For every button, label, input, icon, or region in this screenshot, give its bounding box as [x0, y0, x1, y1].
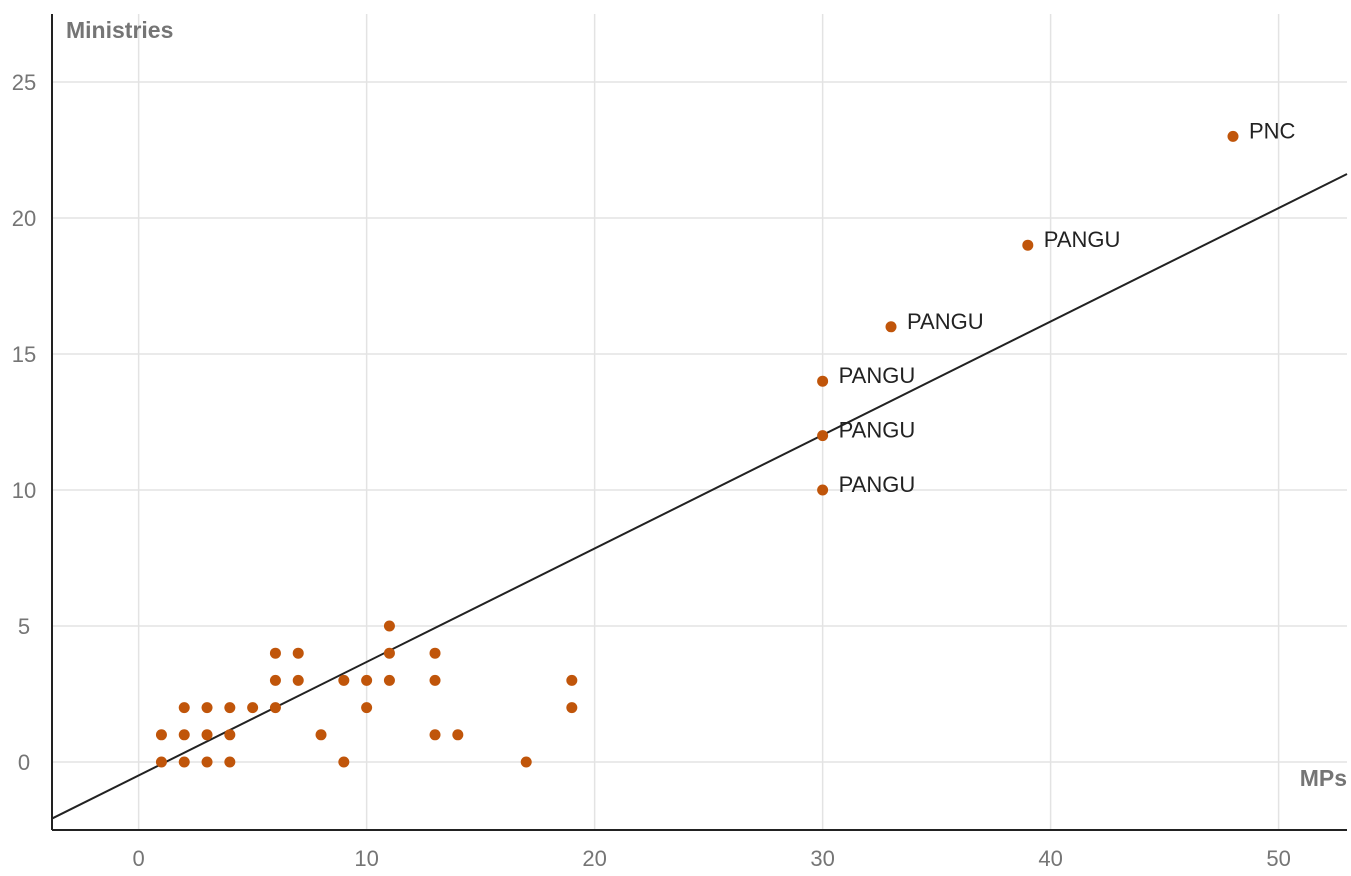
- data-point: [566, 702, 578, 714]
- data-point: [269, 674, 281, 686]
- data-point: [155, 756, 167, 768]
- point-label: PANGU: [839, 363, 916, 388]
- data-point: [178, 702, 190, 714]
- y-tick-label: 10: [12, 478, 36, 503]
- point-label: PNC: [1249, 118, 1296, 143]
- data-point: [292, 674, 304, 686]
- data-point: [338, 674, 350, 686]
- data-point: [817, 430, 829, 442]
- axes: [51, 14, 1347, 831]
- data-point: [201, 756, 213, 768]
- x-tick-label: 0: [133, 846, 145, 871]
- data-point: [178, 729, 190, 741]
- data-point: [201, 702, 213, 714]
- data-point: [1227, 130, 1239, 142]
- data-point: [269, 647, 281, 659]
- data-point: [817, 375, 829, 387]
- data-points: [155, 130, 1239, 768]
- data-point: [338, 756, 350, 768]
- data-point: [224, 729, 236, 741]
- data-point: [247, 702, 259, 714]
- data-point: [383, 620, 395, 632]
- y-tick-label: 5: [18, 614, 30, 639]
- x-tick-label: 40: [1038, 846, 1062, 871]
- data-point: [452, 729, 464, 741]
- y-tick-label: 0: [18, 750, 30, 775]
- y-tick-label: 25: [12, 70, 36, 95]
- data-point: [178, 756, 190, 768]
- data-point: [429, 674, 441, 686]
- data-point: [269, 702, 281, 714]
- data-point: [361, 702, 373, 714]
- x-tick-label: 30: [810, 846, 834, 871]
- x-tick-label: 20: [582, 846, 606, 871]
- data-point: [817, 484, 829, 496]
- trend-line: [51, 173, 1348, 820]
- data-point: [155, 729, 167, 741]
- data-point: [224, 756, 236, 768]
- point-label: PANGU: [1044, 227, 1121, 252]
- y-axis-title: Ministries: [66, 17, 173, 43]
- x-tick-labels: 0 10 20 30 40 50: [133, 846, 1291, 871]
- data-point: [224, 702, 236, 714]
- data-point: [566, 674, 578, 686]
- x-tick-label: 50: [1266, 846, 1290, 871]
- y-tick-label: 15: [12, 342, 36, 367]
- x-tick-label: 10: [354, 846, 378, 871]
- point-label: PANGU: [907, 309, 984, 334]
- data-point: [201, 729, 213, 741]
- point-label: PANGU: [839, 472, 916, 497]
- data-point: [361, 674, 373, 686]
- data-point: [292, 647, 304, 659]
- data-point: [885, 321, 897, 333]
- point-label: PANGU: [839, 418, 916, 443]
- data-point: [429, 647, 441, 659]
- grid: [52, 14, 1347, 830]
- data-point: [429, 729, 441, 741]
- y-tick-labels: 0 5 10 15 20 25: [12, 70, 36, 775]
- data-point: [383, 674, 395, 686]
- data-point: [520, 756, 532, 768]
- data-point-labels: PANGU PANGU PANGU PANGU PANGU PNC: [839, 118, 1296, 497]
- y-tick-label: 20: [12, 206, 36, 231]
- data-point: [1022, 239, 1034, 251]
- x-axis-title: MPs: [1300, 765, 1347, 791]
- data-point: [315, 729, 327, 741]
- data-point: [383, 647, 395, 659]
